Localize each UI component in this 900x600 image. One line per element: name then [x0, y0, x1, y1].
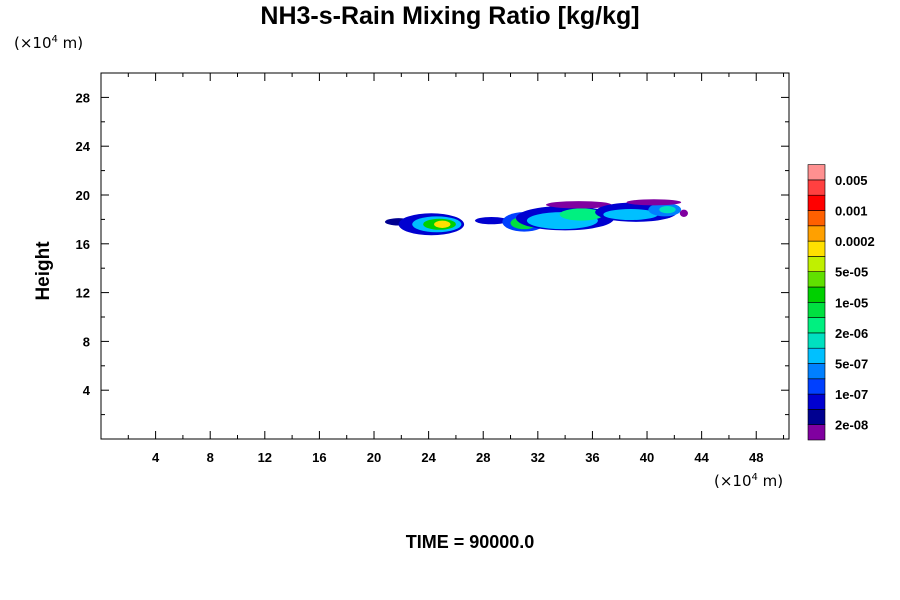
data-feature-5: [475, 216, 508, 225]
data-feature-10: [559, 208, 604, 221]
colorbar: 2e-08 1e-07 5e-07 2e-06 1e-05 5e-05 0.0002 0.00…: [807, 164, 875, 441]
colorbar-swatch-6: [807, 332, 826, 349]
x-tick-label-12: 12: [258, 450, 272, 465]
colorbar-label-5: 5e-05: [835, 265, 868, 280]
y-unit-exponent: 4: [51, 34, 58, 45]
colorbar-label-2: 5e-07: [835, 357, 868, 372]
colorbar-swatch-13: [807, 225, 826, 242]
colorbar-swatch-7: [807, 317, 826, 334]
colorbar-label-6: 0.0002: [835, 234, 875, 249]
data-feature-16: [626, 199, 682, 206]
y-tick-label-4: 4: [83, 383, 91, 398]
colorbar-swatch-10: [807, 271, 826, 288]
x-unit-base: (×10: [714, 472, 752, 490]
x-tick-label-20: 20: [367, 450, 381, 465]
y-tick-label-20: 20: [76, 188, 90, 203]
colorbar-label-0: 2e-08: [835, 418, 868, 433]
colorbar-swatch-14: [807, 210, 826, 227]
x-tick-label-4: 4: [152, 450, 160, 465]
data-feature-15: [659, 205, 676, 214]
data-feature-17: [679, 209, 688, 217]
colorbar-swatch-15: [807, 194, 826, 211]
data-feature-4: [434, 220, 451, 228]
y-tick-label-24: 24: [76, 139, 91, 154]
data-feature-13: [603, 209, 658, 221]
y-axis-unit: (×104 m): [14, 34, 83, 52]
colorbar-swatch-5: [807, 347, 826, 364]
colorbar-swatch-11: [807, 256, 826, 272]
colorbar-label-7: 0.001: [835, 204, 868, 219]
x-tick-label-8: 8: [207, 450, 214, 465]
x-tick-label-36: 36: [585, 450, 599, 465]
colorbar-swatch-1: [807, 409, 826, 425]
y-tick-label-28: 28: [76, 90, 90, 105]
y-tick-label-12: 12: [76, 286, 90, 301]
y-unit-rest: m): [57, 34, 84, 52]
x-tick-label-44: 44: [694, 450, 709, 465]
colorbar-swatch-9: [807, 286, 826, 303]
x-unit-rest: m): [757, 472, 784, 490]
colorbar-swatch-16: [807, 179, 826, 196]
colorbar-swatch-8: [807, 301, 826, 318]
colorbar-label-3: 2e-06: [835, 326, 868, 341]
y-tick-label-16: 16: [76, 237, 90, 252]
x-tick-label-28: 28: [476, 450, 490, 465]
chart-title: NH3-s-Rain Mixing Ratio [kg/kg]: [260, 2, 640, 30]
x-tick-label-24: 24: [421, 450, 436, 465]
colorbar-swatch-17: [807, 164, 826, 181]
x-tick-label-16: 16: [312, 450, 326, 465]
x-tick-label-40: 40: [640, 450, 654, 465]
colorbar-swatch-2: [807, 393, 826, 410]
colorbar-label-4: 1e-05: [835, 295, 868, 310]
data-features: [384, 199, 688, 236]
y-tick-label-8: 8: [83, 334, 90, 349]
plot-frame: [100, 72, 790, 440]
data-feature-11: [546, 201, 612, 209]
colorbar-swatch-12: [807, 240, 826, 257]
x-axis-unit: (×104 m): [714, 472, 783, 490]
x-tick-label-32: 32: [531, 450, 545, 465]
y-unit-base: (×10: [14, 34, 52, 52]
colorbar-swatch-0: [807, 424, 826, 441]
colorbar-label-8: 0.005: [835, 173, 868, 188]
colorbar-swatch-4: [807, 363, 826, 380]
x-unit-exponent: 4: [751, 472, 758, 483]
time-label: TIME = 90000.0: [405, 532, 535, 552]
colorbar-label-1: 1e-07: [835, 387, 868, 402]
x-tick-label-48: 48: [749, 450, 763, 465]
colorbar-swatch-3: [807, 378, 826, 395]
